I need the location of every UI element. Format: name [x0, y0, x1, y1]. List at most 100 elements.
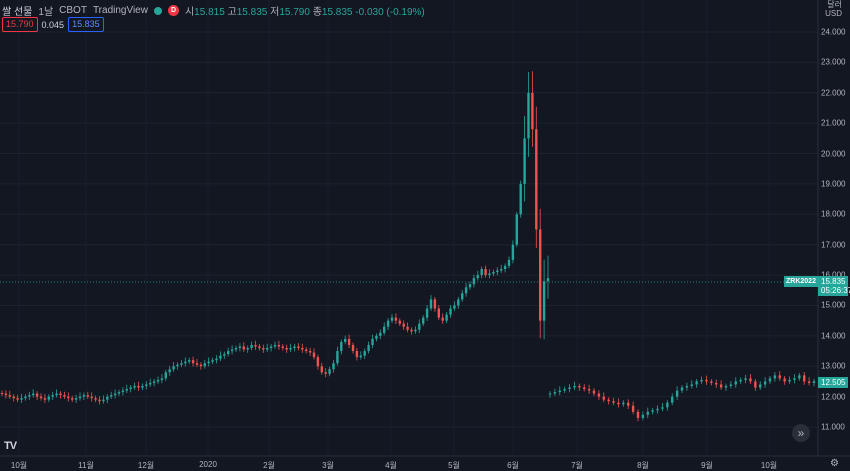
spread-value: 0.045: [41, 19, 65, 30]
candle-body: [203, 363, 206, 367]
candle-body: [312, 352, 316, 358]
candle-body: [63, 395, 66, 397]
candle-body: [617, 402, 620, 405]
candle-body: [230, 349, 234, 352]
time-tick-label: 6월: [507, 461, 519, 470]
candle-body: [515, 214, 518, 245]
candle-body: [340, 341, 343, 352]
candle-body: [269, 346, 273, 348]
price-tick-label: 20.000: [821, 149, 846, 159]
candle-body: [607, 399, 610, 402]
candle-body: [234, 348, 238, 350]
candle-body: [51, 395, 54, 397]
candle-body: [246, 348, 249, 350]
tradingview-logo[interactable]: TV: [4, 440, 17, 452]
candle-body: [164, 372, 167, 379]
candle-body: [394, 317, 398, 321]
candle-body: [258, 346, 261, 348]
candle-body: [651, 410, 654, 412]
candle-body: [90, 396, 93, 399]
candle-body: [763, 381, 767, 385]
time-tick-label: 10월: [760, 461, 778, 470]
candle-body: [106, 396, 109, 400]
candle-body: [553, 392, 557, 394]
candle-body: [453, 305, 456, 309]
price-tick-label: 16.000: [821, 271, 845, 280]
candle-body: [344, 338, 347, 342]
sell-button[interactable]: 15.790: [2, 17, 38, 32]
candle-body: [117, 392, 121, 394]
scroll-to-realtime-button[interactable]: »: [792, 424, 810, 442]
candle-body: [227, 351, 230, 355]
candle-body: [398, 320, 401, 324]
candle-body: [266, 348, 269, 350]
candle-body: [133, 385, 136, 388]
candle-body: [773, 375, 777, 379]
candle-body: [480, 269, 483, 276]
candle-body: [476, 275, 479, 279]
candle-body: [666, 402, 669, 408]
candle-body: [113, 393, 117, 396]
candle-body: [375, 335, 378, 339]
price-tick-label: 17.000: [821, 240, 846, 250]
candle-body: [379, 332, 382, 336]
candle-body: [82, 395, 86, 397]
candle-body: [646, 411, 649, 415]
candle-body: [289, 348, 292, 350]
candle-body: [28, 395, 31, 397]
candle-body: [386, 320, 390, 327]
candle-body: [55, 393, 58, 396]
candle-body: [749, 378, 752, 382]
candle-body: [627, 402, 630, 406]
interval-label[interactable]: 1날: [38, 7, 54, 18]
candle-body: [759, 384, 762, 388]
candle-body: [511, 244, 515, 260]
candle-body: [8, 395, 11, 397]
settings-gear-icon[interactable]: ⚙: [830, 458, 839, 469]
candle-body: [496, 270, 499, 273]
candle-body: [768, 378, 772, 382]
candle-body: [783, 378, 786, 382]
candle-body: [223, 354, 226, 356]
candle-body: [793, 378, 796, 380]
buy-button[interactable]: 15.835: [68, 17, 104, 32]
candle-body: [631, 405, 635, 412]
candle-body: [612, 401, 615, 403]
candle-body: [20, 398, 23, 400]
candle-body: [254, 344, 257, 347]
currency-selector[interactable]: 달러 USD: [825, 0, 842, 18]
candle-body: [406, 326, 409, 330]
candle-body: [191, 360, 195, 364]
candle-body: [152, 381, 156, 383]
candle-body: [316, 357, 320, 367]
candle-body: [74, 398, 78, 400]
candle-body: [539, 229, 542, 321]
candle-body: [160, 378, 164, 380]
candle-body: [744, 378, 747, 380]
candle-body: [67, 396, 70, 399]
candle-body: [729, 384, 733, 386]
candle-body: [592, 390, 596, 394]
candle-body: [145, 384, 148, 386]
candle-body: [656, 408, 659, 411]
candle-body: [137, 385, 140, 388]
candle-body: [661, 407, 664, 409]
time-tick-label: 3월: [322, 461, 334, 470]
candle-body: [468, 284, 472, 288]
candle-body: [472, 278, 476, 285]
delayed-data-badge[interactable]: D: [167, 5, 179, 16]
price-tick-label: 15.000: [821, 300, 846, 310]
candle-body: [695, 381, 698, 385]
candle-body: [700, 379, 703, 382]
candle-body: [47, 396, 50, 400]
candle-body: [102, 399, 105, 402]
symbol-name[interactable]: 쌀 선물: [2, 7, 33, 18]
candle-body: [359, 355, 362, 358]
candle-body: [563, 389, 566, 391]
candle-body: [336, 351, 339, 364]
candle-body: [250, 344, 253, 348]
candle-body: [449, 308, 452, 315]
candle-body: [503, 265, 507, 269]
candle-body: [402, 323, 405, 327]
